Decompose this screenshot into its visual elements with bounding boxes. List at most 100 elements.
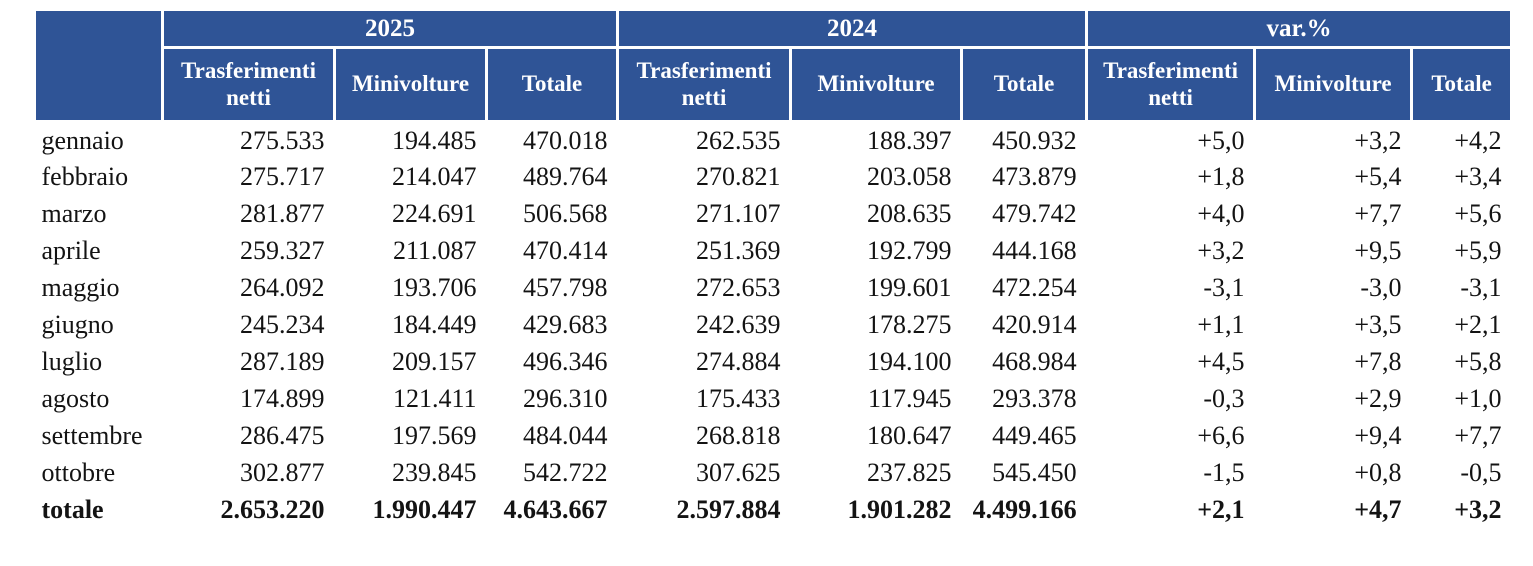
row-label: totale — [41, 495, 104, 524]
table-cell: 184.449 — [392, 310, 477, 339]
table-cell: 281.877 — [240, 199, 325, 228]
table-cell: +2,9 — [1354, 384, 1402, 413]
table-cell: 444.168 — [992, 236, 1077, 265]
table-cell: 293.378 — [992, 384, 1077, 413]
col-header-2024-minivolture: Minivolture — [789, 46, 964, 123]
col-header-2025-minivolture: Minivolture — [333, 46, 488, 123]
table-cell: +3,2 — [1354, 125, 1402, 155]
row-label: luglio — [41, 347, 103, 376]
table-cell: 192.799 — [867, 236, 952, 265]
table-cell: 268.818 — [696, 421, 781, 450]
table-cell: +4,5 — [1197, 347, 1245, 376]
table-cell: 270.821 — [696, 162, 781, 191]
table-cell: 489.764 — [523, 162, 608, 191]
table-row: luglio 287.189 209.157 496.346 274.884 194.10… — [35, 344, 1512, 381]
table-cell: 174.899 — [240, 384, 325, 413]
table-cell: +9,4 — [1354, 421, 1402, 450]
table-cell: 4.499.166 — [972, 495, 1077, 524]
table-cell: +3,2 — [1197, 236, 1245, 265]
table-cell: +4,0 — [1197, 199, 1245, 228]
table-cell: 506.568 — [523, 199, 608, 228]
table-cell: 203.058 — [867, 162, 952, 191]
table-cell: -3,1 — [1460, 273, 1502, 302]
table-row: febbraio 275.717 214.047 489.764 270.821 203.… — [35, 159, 1512, 196]
table-cell: +3,5 — [1354, 310, 1402, 339]
table-cell: +5,6 — [1454, 199, 1502, 228]
table-cell: +2,1 — [1197, 495, 1245, 524]
table-cell: 188.397 — [867, 125, 952, 155]
table-cell: 211.087 — [392, 236, 477, 265]
table-cell: 117.945 — [867, 384, 952, 413]
table-cell: +5,9 — [1454, 236, 1502, 265]
table-cell: 420.914 — [992, 310, 1077, 339]
table-row: giugno 245.234 184.449 429.683 242.639 178.27… — [35, 307, 1512, 344]
table-cell: 286.475 — [240, 421, 325, 450]
table-cell: 275.533 — [240, 125, 325, 155]
table-cell: 175.433 — [696, 384, 781, 413]
table-body: gennaio 275.533 194.485 470.018 262.535 188.3… — [35, 122, 1512, 529]
table-cell: +5,0 — [1197, 125, 1245, 155]
table-cell: 209.157 — [392, 347, 477, 376]
table-cell: 449.465 — [992, 421, 1077, 450]
table-cell: 262.535 — [696, 125, 781, 155]
col-header-2024-trasferimenti-netti: Trasferimenti netti — [616, 46, 793, 123]
table-row: ottobre 302.877 239.845 542.722 307.625 237.8… — [35, 455, 1512, 492]
table-cell: 472.254 — [992, 273, 1077, 302]
table-cell: 450.932 — [992, 125, 1077, 155]
table-cell: 178.275 — [867, 310, 952, 339]
table-cell: 224.691 — [392, 199, 477, 228]
table-cell: 274.884 — [696, 347, 781, 376]
table-cell: 1.901.282 — [847, 495, 952, 524]
table-cell: 264.092 — [240, 273, 325, 302]
row-label: marzo — [41, 199, 107, 228]
table-cell: 237.825 — [867, 458, 952, 487]
table-cell: 542.722 — [523, 458, 608, 487]
table-row: settembre 286.475 197.569 484.044 268.818 180… — [35, 418, 1512, 455]
row-label: giugno — [41, 310, 114, 339]
table-cell: +7,7 — [1354, 199, 1402, 228]
table-cell: -3,0 — [1360, 273, 1402, 302]
table-cell: 479.742 — [992, 199, 1077, 228]
table-cell: 429.683 — [523, 310, 608, 339]
col-header-2024-totale: Totale — [960, 46, 1089, 123]
table-cell: 272.653 — [696, 273, 781, 302]
table-cell: 457.798 — [523, 273, 608, 302]
table-cell: +4,7 — [1354, 495, 1402, 524]
table-cell: 473.879 — [992, 162, 1077, 191]
table-cell: 1.990.447 — [372, 495, 477, 524]
group-header-var-pct: var.% — [1085, 8, 1514, 49]
table-cell: -3,1 — [1203, 273, 1245, 302]
table-cell: 121.411 — [392, 384, 477, 413]
group-header-2024: 2024 — [616, 8, 1089, 49]
table-cell: +3,4 — [1454, 162, 1502, 191]
table-cell: 194.100 — [867, 347, 952, 376]
sub-header-row: Trasferimenti netti Minivolture Totale T… — [35, 46, 1514, 123]
table-cell: +5,8 — [1454, 347, 1502, 376]
table-cell: +1,1 — [1197, 310, 1245, 339]
table-cell: 214.047 — [392, 162, 477, 191]
table-cell: 259.327 — [240, 236, 325, 265]
table-cell: -0,3 — [1203, 384, 1245, 413]
table-cell: 307.625 — [696, 458, 781, 487]
row-label: agosto — [41, 384, 110, 413]
table-cell: +7,7 — [1454, 421, 1502, 450]
total-row: totale 2.653.220 1.990.447 4.643.667 2.597.8… — [35, 492, 1512, 529]
col-header-var-minivolture: Minivolture — [1253, 46, 1414, 123]
row-label: maggio — [41, 273, 120, 302]
table-cell: +3,2 — [1454, 495, 1502, 524]
table-cell: +1,0 — [1454, 384, 1502, 413]
table-cell: 296.310 — [523, 384, 608, 413]
table-row: agosto 174.899 121.411 296.310 175.433 117.94… — [35, 381, 1512, 418]
col-header-2025-totale: Totale — [484, 46, 620, 123]
group-header-row: 2025 2024 var.% — [33, 8, 1514, 123]
col-header-var-totale: Totale — [1410, 46, 1514, 123]
table-row: aprile 259.327 211.087 470.414 251.369 192.79… — [35, 233, 1512, 270]
row-label: ottobre — [41, 458, 116, 487]
table-cell: +2,1 — [1454, 310, 1502, 339]
table-cell: 4.643.667 — [503, 495, 608, 524]
table-cell: 2.653.220 — [220, 495, 325, 524]
row-label: settembre — [41, 421, 143, 450]
table-cell: 484.044 — [523, 421, 608, 450]
col-header-2025-trasferimenti-netti: Trasferimenti netti — [161, 46, 336, 123]
